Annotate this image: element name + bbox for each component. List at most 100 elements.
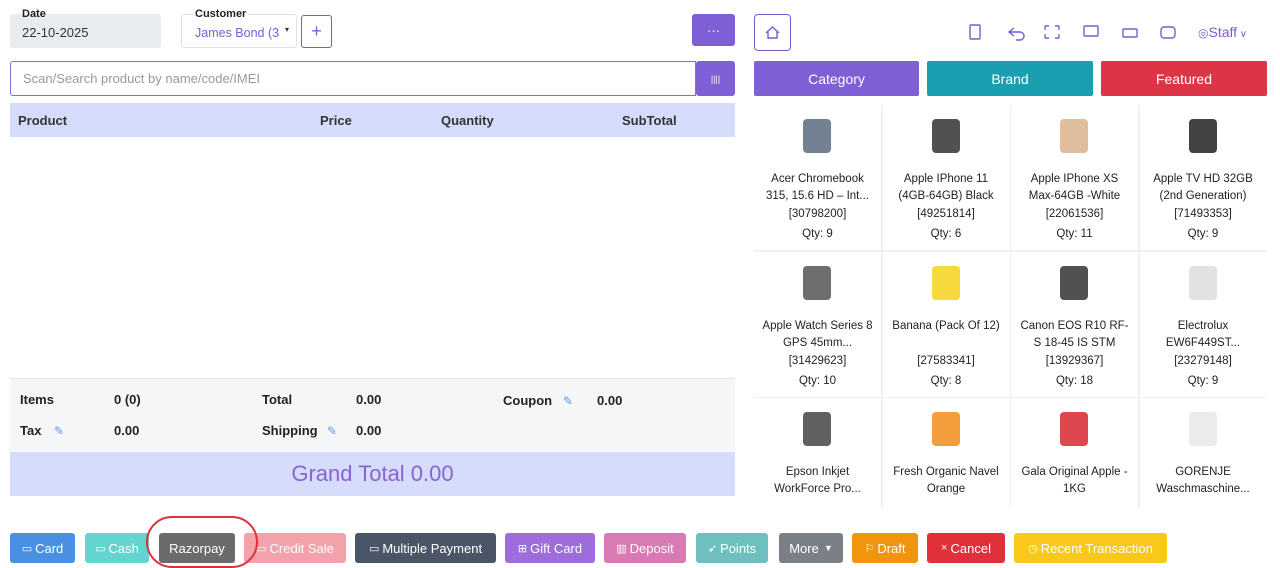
user-menu[interactable]: ◎Staff ∨ [1198,24,1247,40]
customer-field[interactable]: Customer James Bond (3 ▾ [181,8,297,48]
coupon-value: 0.00 [597,393,623,408]
product-code: [30798200] [788,208,847,220]
product-qty: Qty: 8 [930,374,962,387]
product-card[interactable]: Acer Chromebook 315, 15.6 HD – Int... [30… [754,105,881,250]
customer-value: James Bond (3 [195,26,280,40]
date-label: Date [22,8,46,20]
product-card[interactable]: GORENJE Waschmaschine... [1139,398,1267,508]
edit-icon[interactable]: ✎ [563,394,574,408]
category-tab[interactable]: Category [754,61,919,96]
action-button[interactable]: More ▼ [779,533,843,563]
column-header: SubTotal [622,113,677,128]
action-button[interactable]: ▭ Cash [85,533,149,563]
product-code: [22061536] [1045,208,1104,220]
date-field[interactable]: Date 22-10-2025 [10,8,161,48]
button-icon: ▭ [368,542,380,555]
button-label: Multiple Payment [382,540,483,556]
product-card[interactable]: Apple IPhone XS Max-64GB -White [22061536… [1011,105,1138,250]
button-icon: ⚐ [864,542,875,555]
edit-icon[interactable]: ✎ [54,424,65,438]
action-button[interactable]: ◷ Recent Transaction [1014,533,1167,563]
product-name: GORENJE Waschmaschine... [1156,466,1250,495]
product-image [803,412,831,446]
button-label: Cancel [950,540,991,556]
column-header: Price [320,113,352,128]
product-code: [31429623] [788,354,847,367]
search-input[interactable]: Scan/Search product by name/code/IMEI [10,61,696,96]
product-name: Canon EOS R10 RF-S 18-45 IS STM [1020,319,1129,349]
button-icon: × [941,542,948,554]
cash-drawer-icon[interactable] [1160,26,1176,39]
barcode-button[interactable]: |||| [696,61,735,96]
action-button[interactable]: ▭ Multiple Payment [355,533,496,563]
action-button[interactable]: ⊞ Gift Card [505,533,595,563]
product-image [1060,265,1088,300]
product-card[interactable]: Canon EOS R10 RF-S 18-45 IS STM [13929367… [1011,251,1138,397]
featured-tab[interactable]: Featured [1101,61,1267,96]
product-card[interactable]: Fresh Organic Navel Orange [882,398,1010,508]
product-name: Gala Original Apple - 1KG [1021,466,1128,495]
home-icon [765,26,780,39]
product-name: Epson Inkjet WorkForce Pro... [774,466,861,495]
product-image [931,265,960,300]
button-label: Deposit [629,540,674,556]
action-button[interactable]: ⚐ Draft [852,533,918,563]
screen-icon[interactable] [1083,25,1099,37]
print-icon[interactable] [1122,28,1138,38]
edit-icon[interactable]: ✎ [327,424,338,438]
product-image [803,265,831,300]
shipping-value: 0.00 [356,423,382,438]
more-options-button[interactable]: ··· [692,14,735,46]
action-button[interactable]: × Cancel [927,533,1005,563]
product-card[interactable]: Banana (Pack Of 12) [27583341] Qty: 8 [882,251,1010,397]
action-button[interactable]: ▭ Credit Sale [244,533,346,563]
product-name: Apple IPhone XS Max-64GB -White [1028,173,1121,202]
product-card[interactable]: Apple Watch Series 8 GPS 45mm... [3142962… [754,251,881,397]
search-placeholder: Scan/Search product by name/code/IMEI [23,71,261,86]
highlight-circle [146,516,258,568]
caret: ▼ [823,543,833,553]
undo-icon[interactable] [1007,27,1025,41]
product-code: [13929367] [1045,354,1104,367]
column-header: Product [18,113,68,128]
button-icon: ▭ [256,542,267,555]
product-qty: Qty: 6 [930,228,962,240]
product-image [1188,265,1217,300]
product-image [1188,119,1217,153]
toolbar-icons [969,24,1176,41]
product-name: Apple Watch Series 8 GPS 45mm... [762,319,873,349]
customer-label: Customer [193,8,249,20]
product-grid: Acer Chromebook 315, 15.6 HD – Int... [30… [754,105,1267,508]
button-label: Draft [877,540,906,556]
brand-tab[interactable]: Brand [927,61,1093,96]
product-image [931,119,960,153]
product-qty: Qty: 10 [798,374,837,387]
product-card[interactable]: Apple TV HD 32GB (2nd Generation) [714933… [1139,105,1267,250]
action-button[interactable]: ▥ Deposit [604,533,686,563]
product-image [1188,412,1217,446]
action-button[interactable]: ➶ Points [696,533,768,563]
product-qty: Qty: 11 [1056,228,1093,240]
items-label: Items [20,392,54,407]
button-label: Cash [108,540,139,556]
user-name: Staff [1208,24,1238,40]
home-button[interactable] [754,14,791,51]
product-qty: Qty: 9 [802,228,833,240]
coupon-label: Coupon [503,393,553,408]
button-label: Credit Sale [269,540,334,556]
add-customer-button[interactable]: + [301,15,332,48]
calculator-icon[interactable] [969,24,981,40]
summary-panel [10,378,735,451]
button-icon: ➶ [707,542,718,555]
product-card[interactable]: Apple IPhone 11 (4GB-64GB) Black [4925181… [882,105,1010,250]
product-card[interactable]: Gala Original Apple - 1KG [1011,398,1138,508]
action-button[interactable]: ▭ Card [10,533,75,563]
product-card[interactable]: Electrolux EW6F449ST... [23279148] Qty: 9 [1139,251,1267,397]
product-card[interactable]: Epson Inkjet WorkForce Pro... [754,398,881,508]
fullscreen-icon[interactable] [1044,25,1060,39]
button-label: More [789,540,819,556]
product-name: Apple IPhone 11 (4GB-64GB) Black [898,173,994,202]
user-icon: ◎ [1198,26,1209,40]
product-image [1060,119,1088,153]
